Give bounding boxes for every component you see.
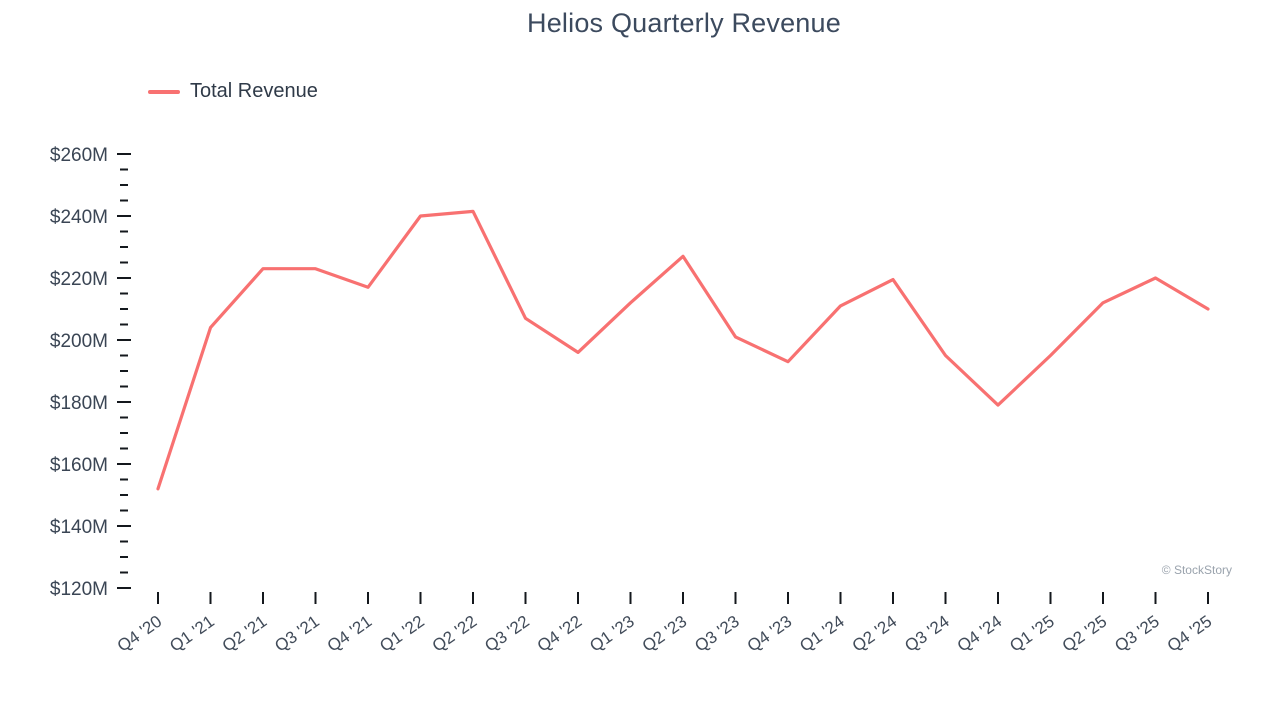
legend-line-swatch	[148, 89, 180, 94]
y-axis-label: $160M	[50, 455, 108, 476]
watermark: © StockStory	[1161, 563, 1232, 577]
revenue-line	[156, 209, 1210, 491]
chart-title: Helios Quarterly Revenue	[527, 8, 841, 38]
x-axis-label: Q4 '23	[744, 612, 795, 656]
x-axis-label: Q1 '25	[1006, 612, 1057, 656]
x-axis-label: Q4 '24	[954, 612, 1005, 656]
x-axis-label: Q3 '25	[1111, 612, 1162, 656]
x-axis-label: Q2 '22	[429, 612, 480, 656]
y-axis-label: $200M	[50, 331, 108, 352]
x-axis-label: Q2 '21	[219, 612, 270, 656]
x-axis-label: Q3 '24	[901, 612, 952, 656]
x-axis-label: Q3 '23	[691, 612, 742, 656]
y-axis-label: $180M	[50, 393, 108, 414]
x-axis-label: Q1 '21	[166, 612, 217, 656]
x-axis-label: Q1 '23	[586, 612, 637, 656]
y-axis-label: $140M	[50, 517, 108, 538]
x-axis-label: Q4 '25	[1164, 612, 1215, 656]
legend-label: Total Revenue	[190, 80, 318, 102]
x-axis-label: Q4 '20	[114, 612, 165, 656]
y-axis-label: $220M	[50, 269, 108, 290]
x-axis-label: Q4 '22	[534, 612, 585, 656]
y-axis-label: $240M	[50, 207, 108, 228]
x-axis-label: Q1 '22	[376, 612, 427, 656]
x-axis-label: Q2 '24	[849, 612, 900, 656]
x-axis-label: Q1 '24	[796, 612, 847, 656]
x-axis-label: Q4 '21	[324, 612, 375, 656]
x-axis-label: Q3 '21	[271, 612, 322, 656]
x-axis-label: Q2 '23	[639, 612, 690, 656]
y-axis-label: $260M	[50, 145, 108, 166]
x-axis-label: Q3 '22	[481, 612, 532, 656]
legend: Total Revenue	[148, 80, 318, 103]
x-axis-label: Q2 '25	[1059, 612, 1110, 656]
y-axis-label: $120M	[50, 579, 108, 600]
